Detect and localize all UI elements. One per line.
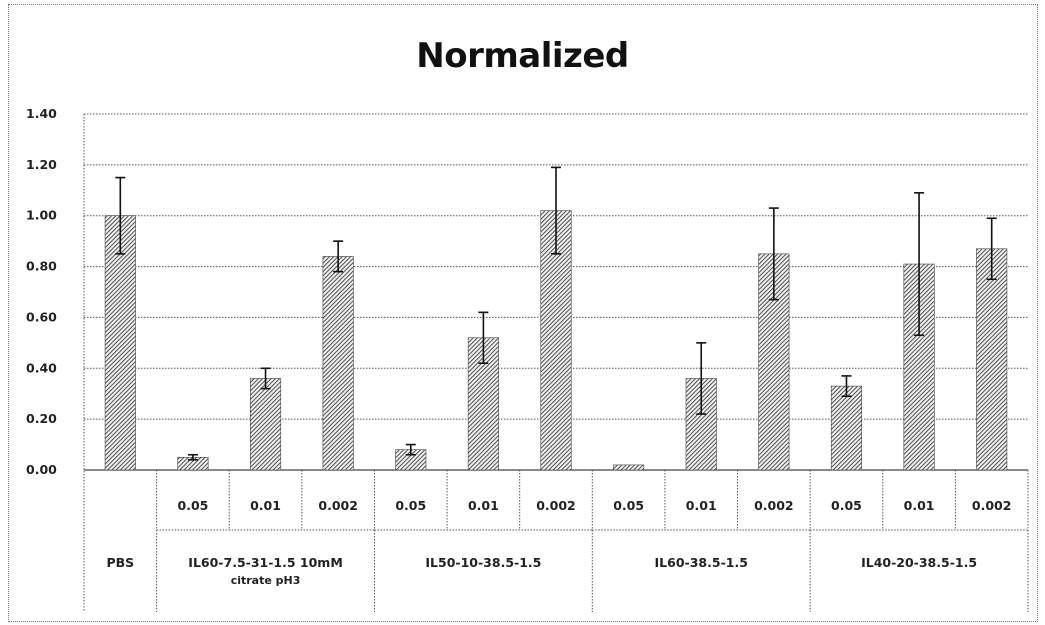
group-label: IL40-20-38.5-1.5 (861, 555, 977, 570)
y-tick-label: 0.00 (26, 462, 57, 477)
bar (104, 215, 136, 471)
group-label: IL60-38.5-1.5 (655, 555, 748, 570)
y-tick-label: 0.20 (26, 411, 57, 426)
group-label: IL60-7.5-31-1.5 10mM (188, 555, 342, 570)
y-axis: 0.00 0.20 0.40 0.60 0.80 1.00 1.20 1.40 (26, 106, 1028, 612)
dose-label: 0.05 (395, 498, 426, 513)
dose-label: 0.05 (831, 498, 862, 513)
bar (613, 464, 645, 471)
bar (249, 378, 282, 471)
chart-frame (8, 4, 1038, 622)
bar (830, 385, 863, 471)
dose-label: 0.002 (536, 498, 576, 513)
dose-label: 0.05 (613, 498, 644, 513)
dose-label: 0.002 (972, 498, 1012, 513)
group-label-line2: citrate pH3 (231, 574, 301, 587)
dose-label: 0.01 (468, 498, 499, 513)
dose-label: 0.01 (686, 498, 717, 513)
category-table: 0.05 0.01 0.002 0.05 0.01 0.002 0.05 0.01 0.002 0… (106, 470, 1029, 612)
y-tick-label: 1.40 (26, 106, 57, 121)
y-tick-label: 1.20 (26, 157, 57, 172)
bar (322, 256, 354, 471)
y-tick-label: 1.00 (26, 208, 57, 223)
group-label: IL50-10-38.5-1.5 (425, 555, 541, 570)
bar (976, 248, 1008, 471)
group-label: PBS (106, 555, 134, 570)
dose-label: 0.002 (754, 498, 794, 513)
chart-title: Normalized (416, 36, 629, 76)
dose-label: 0.01 (904, 498, 935, 513)
dose-label: 0.01 (250, 498, 281, 513)
dose-label: 0.002 (318, 498, 358, 513)
y-tick-label: 0.40 (26, 360, 57, 375)
bars (104, 166, 1008, 471)
y-tick-label: 0.60 (26, 309, 57, 324)
dose-label: 0.05 (178, 498, 209, 513)
y-tick-label: 0.80 (26, 259, 57, 274)
